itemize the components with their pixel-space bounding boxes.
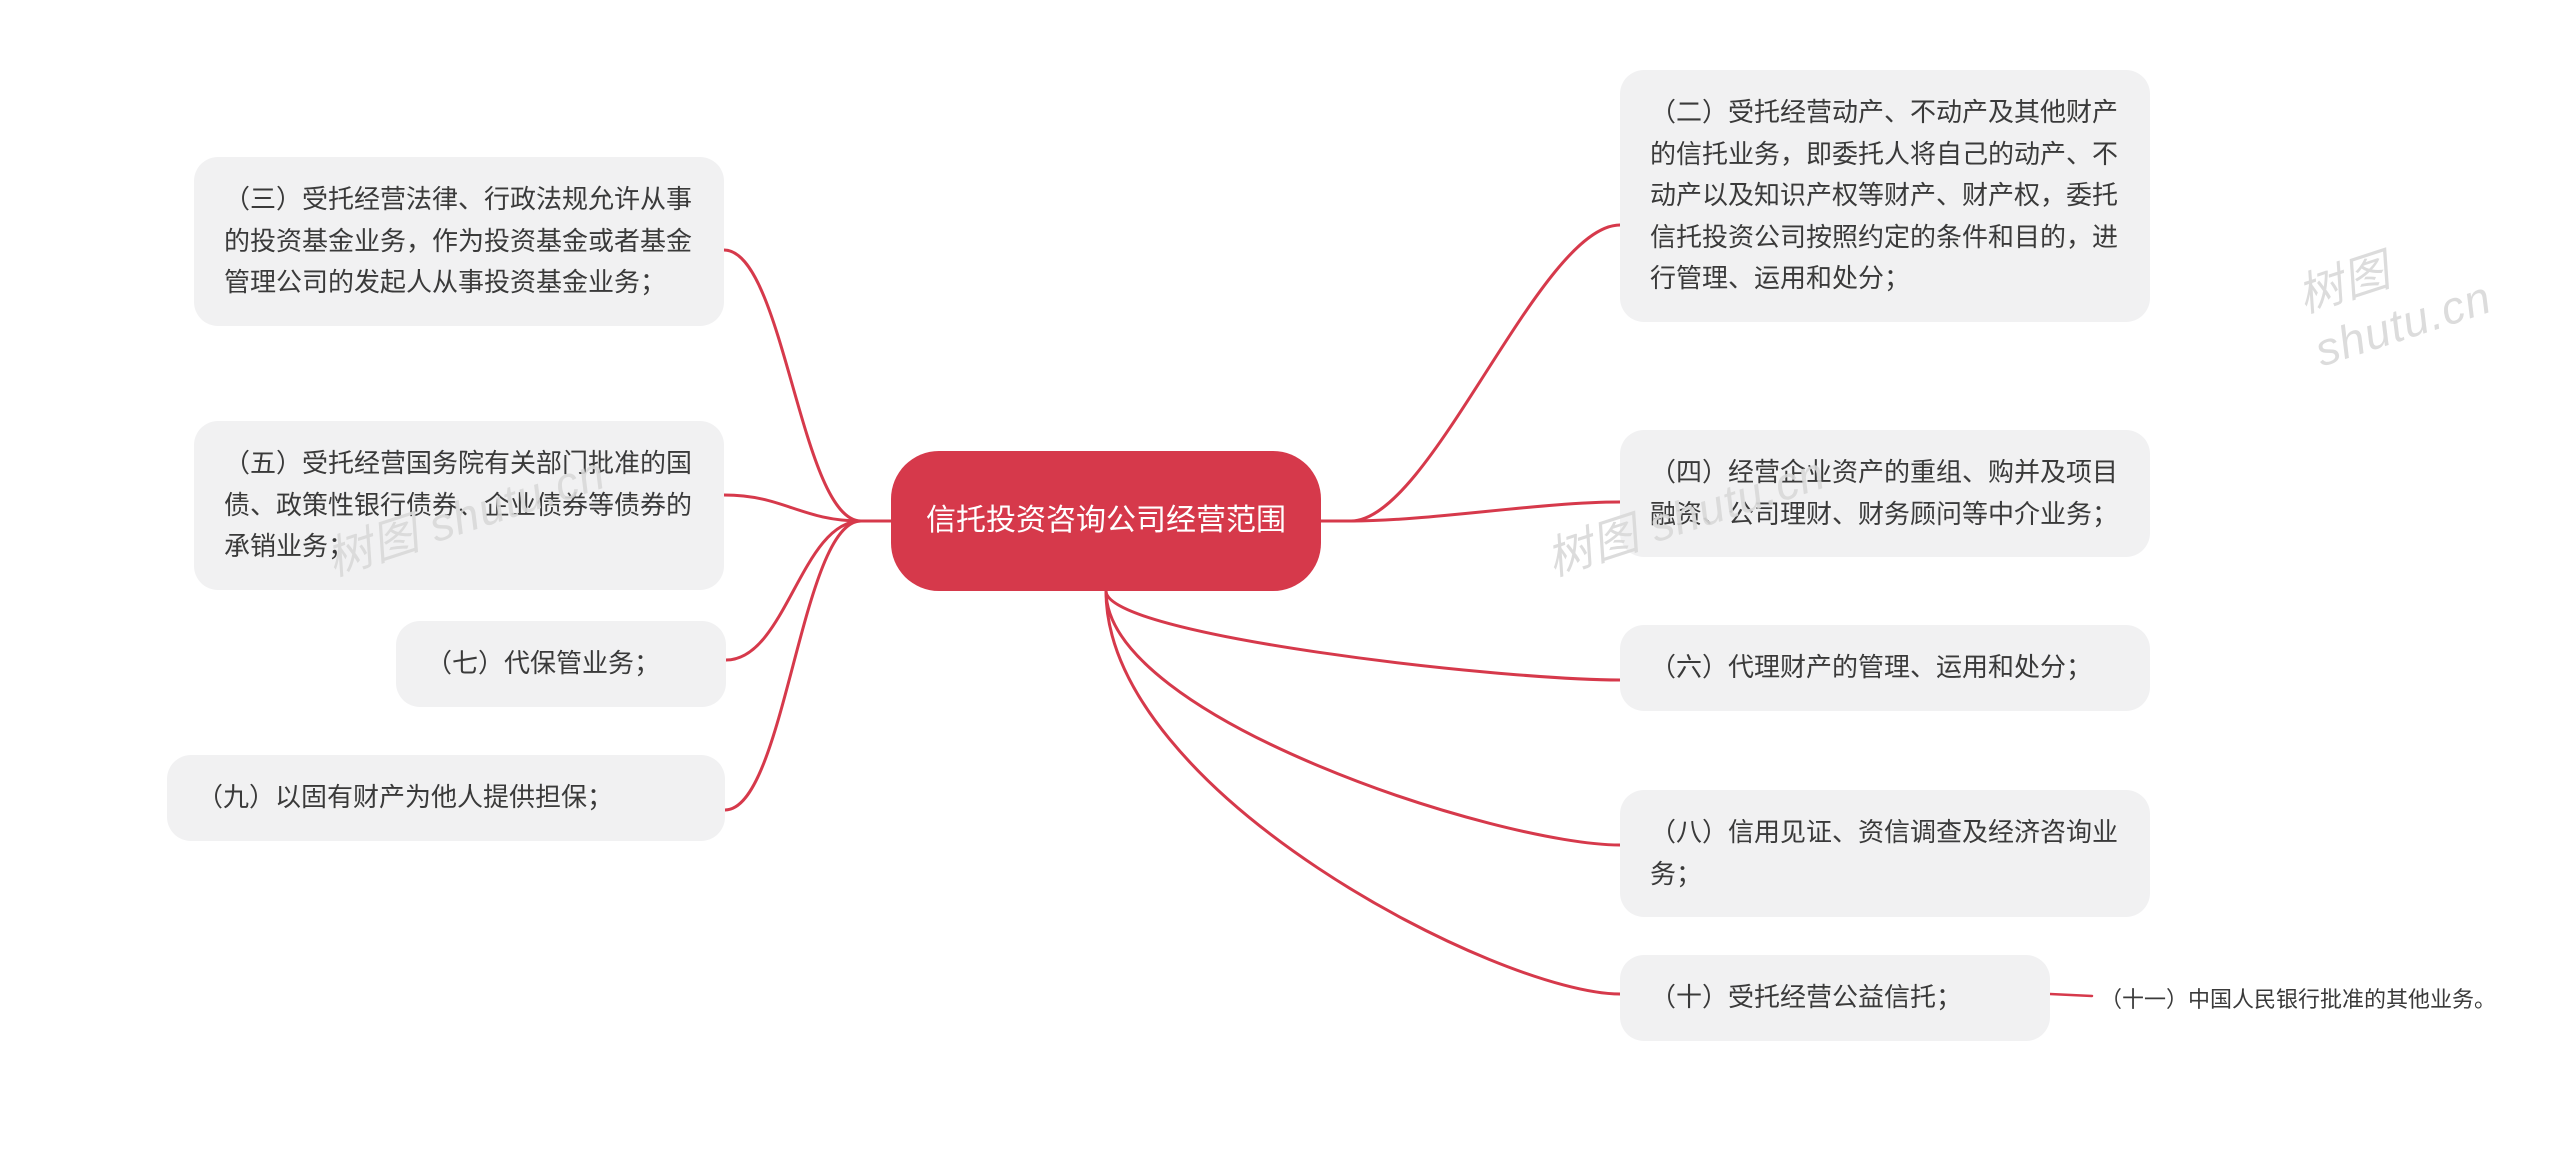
sub-node: （十一）中国人民银行批准的其他业务。 bbox=[2100, 982, 2496, 1014]
branch-label: （六）代理财产的管理、运用和处分； bbox=[1650, 652, 2092, 682]
branch-node-left: （五）受托经营国务院有关部门批准的国债、政策性银行债券、企业债券等债券的承销业务… bbox=[194, 421, 724, 590]
watermark: 树图 shutu.cn bbox=[2288, 183, 2560, 377]
branch-node-right: （六）代理财产的管理、运用和处分； bbox=[1620, 625, 2150, 711]
branch-node-left: （三）受托经营法律、行政法规允许从事的投资基金业务，作为投资基金或者基金管理公司… bbox=[194, 157, 724, 326]
branch-label: （十）受托经营公益信托； bbox=[1650, 982, 1962, 1012]
branch-label: （九）以固有财产为他人提供担保； bbox=[197, 782, 613, 812]
watermark-text: 树图 shutu.cn bbox=[2291, 244, 2498, 377]
branch-node-right: （二）受托经营动产、不动产及其他财产的信托业务，即委托人将自己的动产、不动产以及… bbox=[1620, 70, 2150, 322]
branch-label: （八）信用见证、资信调查及经济咨询业务； bbox=[1650, 817, 2118, 889]
branch-label: （四）经营企业资产的重组、购并及项目融资、公司理财、财务顾问等中介业务； bbox=[1650, 457, 2118, 529]
center-label: 信托投资咨询公司经营范围 bbox=[926, 497, 1286, 545]
branch-label: （七）代保管业务； bbox=[426, 648, 660, 678]
branch-label: （三）受托经营法律、行政法规允许从事的投资基金业务，作为投资基金或者基金管理公司… bbox=[224, 184, 692, 297]
branch-label: （二）受托经营动产、不动产及其他财产的信托业务，即委托人将自己的动产、不动产以及… bbox=[1650, 97, 2118, 293]
branch-node-left: （七）代保管业务； bbox=[396, 621, 726, 707]
center-node: 信托投资咨询公司经营范围 bbox=[891, 451, 1321, 591]
branch-node-right: （四）经营企业资产的重组、购并及项目融资、公司理财、财务顾问等中介业务； bbox=[1620, 430, 2150, 557]
branch-node-right: （八）信用见证、资信调查及经济咨询业务； bbox=[1620, 790, 2150, 917]
branch-node-right: （十）受托经营公益信托； bbox=[1620, 955, 2050, 1041]
sub-label: （十一）中国人民银行批准的其他业务。 bbox=[2100, 987, 2496, 1012]
branch-node-left: （九）以固有财产为他人提供担保； bbox=[167, 755, 725, 841]
branch-label: （五）受托经营国务院有关部门批准的国债、政策性银行债券、企业债券等债券的承销业务… bbox=[224, 448, 692, 561]
